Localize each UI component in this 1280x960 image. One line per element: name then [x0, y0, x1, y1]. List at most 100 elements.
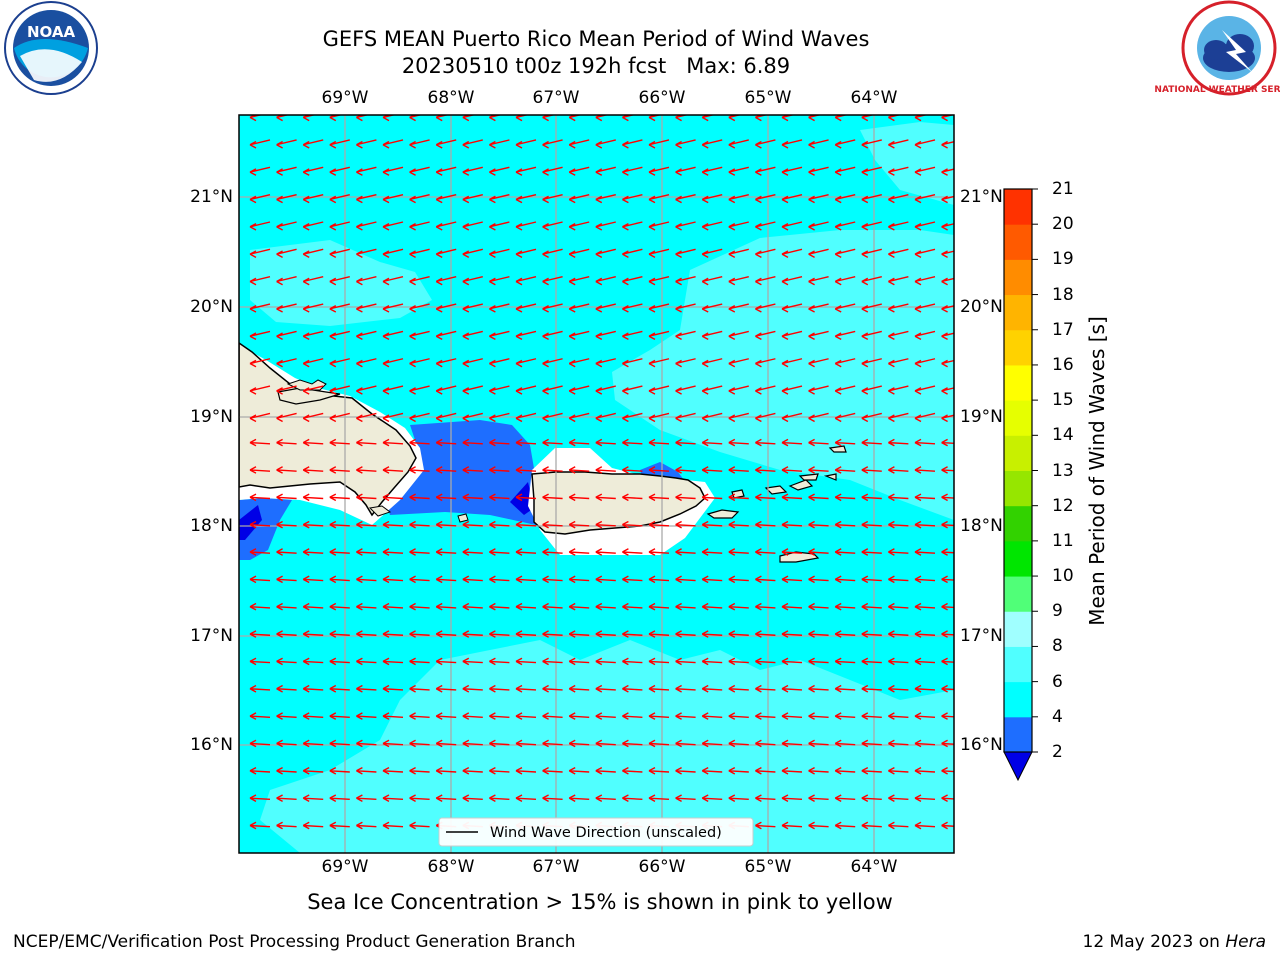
wind-wave-arrow	[701, 139, 723, 149]
wind-wave-arrow	[462, 276, 483, 286]
wind-wave-arrow	[302, 493, 324, 502]
colorbar-tick-label: 8	[1052, 636, 1063, 657]
wind-wave-arrow	[568, 276, 590, 286]
wind-wave-arrow	[542, 794, 563, 802]
wind-wave-arrow	[888, 276, 909, 286]
wind-wave-arrow	[595, 276, 616, 286]
wind-wave-arrow	[542, 575, 563, 584]
wind-wave-arrow	[781, 821, 803, 830]
wind-wave-arrow	[568, 493, 590, 502]
wind-wave-arrow	[701, 794, 723, 802]
wind-wave-arrow	[861, 766, 882, 775]
wind-wave-arrow	[701, 412, 723, 423]
wind-wave-arrow	[249, 438, 271, 447]
wind-wave-arrow	[675, 221, 696, 231]
wind-wave-arrow	[542, 221, 563, 231]
wind-wave-arrow	[701, 385, 723, 395]
wind-wave-arrow	[808, 385, 829, 395]
wind-wave-arrow	[834, 438, 856, 447]
wind-wave-arrow	[542, 684, 563, 693]
wind-wave-arrow	[568, 358, 590, 368]
wind-wave-arrow	[648, 385, 670, 395]
wind-wave-arrow	[914, 115, 928, 122]
lat-label-left-19n: 19°N	[190, 407, 233, 427]
wind-wave-arrow	[568, 115, 583, 122]
wind-wave-arrow	[515, 358, 537, 368]
wind-wave-arrow	[834, 712, 856, 720]
wind-wave-arrow	[329, 166, 350, 176]
wind-wave-arrow	[755, 385, 776, 395]
wind-wave-arrow	[728, 221, 749, 231]
wind-wave-arrow	[329, 630, 350, 638]
wind-wave-arrow	[276, 303, 297, 313]
noaa-logo: NOAA	[4, 1, 98, 95]
wind-wave-arrow	[595, 303, 616, 313]
wind-wave-arrow	[435, 466, 457, 474]
wind-wave-arrow	[808, 602, 829, 611]
wind-wave-arrow	[914, 412, 936, 423]
wind-wave-arrow	[834, 766, 856, 775]
wind-wave-arrow	[356, 139, 377, 149]
wind-wave-arrow	[542, 438, 563, 447]
wind-wave-arrow	[941, 277, 954, 286]
wind-wave-arrow	[861, 221, 882, 231]
wind-wave-arrow	[462, 166, 483, 176]
lat-label-left-21n: 21°N	[190, 187, 233, 207]
wind-wave-arrow	[409, 602, 430, 611]
wind-wave-arrow	[914, 602, 936, 611]
wind-wave-arrow	[914, 248, 936, 258]
wind-wave-arrow	[276, 193, 297, 204]
wind-wave-arrow	[755, 248, 776, 258]
wind-wave-arrow	[568, 466, 590, 474]
wind-wave-arrow	[648, 520, 670, 529]
wind-wave-arrow	[249, 548, 271, 556]
wind-wave-arrow	[515, 438, 537, 447]
wind-wave-arrow	[781, 466, 803, 474]
wind-wave-arrow	[861, 493, 882, 502]
wind-wave-arrow	[515, 794, 537, 802]
wind-wave-arrow	[409, 739, 430, 748]
wind-wave-arrow	[249, 303, 271, 313]
run-date: 12 May 2023 on Hera	[1083, 932, 1267, 952]
wind-wave-arrow	[435, 548, 457, 556]
wind-wave-arrow	[808, 466, 829, 474]
wind-wave-arrow	[648, 493, 670, 502]
colorbar-segment	[1004, 716, 1032, 753]
saona-island	[368, 505, 392, 517]
wind-wave-arrow	[648, 766, 670, 775]
wind-wave-arrow	[888, 766, 909, 775]
wind-wave-arrow	[808, 739, 829, 748]
wind-wave-arrow	[888, 493, 909, 502]
wind-wave-arrow	[941, 168, 954, 176]
wind-wave-arrow	[462, 221, 483, 231]
wind-wave-arrow	[728, 330, 749, 341]
wind-wave-arrow	[622, 657, 643, 666]
wind-wave-arrow	[675, 438, 696, 447]
wind-wave-arrow	[249, 602, 271, 611]
wind-wave-arrow	[675, 684, 696, 693]
wind-wave-arrow	[302, 166, 324, 176]
wind-wave-arrow	[489, 739, 510, 748]
lat-label-right-20n: 20°N	[960, 297, 1003, 317]
wind-wave-arrow	[382, 657, 404, 666]
wind-wave-arrow	[808, 358, 829, 368]
wind-wave-arrow	[595, 684, 616, 693]
wind-wave-arrow	[435, 657, 457, 666]
colorbar-tick-label: 16	[1052, 354, 1074, 375]
wind-wave-arrow	[382, 330, 404, 341]
wind-wave-arrow	[302, 466, 324, 474]
wind-wave-arrow	[249, 412, 271, 423]
wind-wave-arrow	[701, 193, 723, 204]
wind-wave-arrow	[249, 221, 271, 231]
wind-wave-arrow	[302, 438, 324, 447]
colorbar-title: Mean Period of Wind Waves [s]	[1085, 316, 1109, 626]
wind-wave-arrow	[941, 332, 954, 341]
wind-wave-arrow	[595, 602, 616, 611]
wind-wave-arrow	[542, 385, 563, 395]
wind-wave-arrow	[781, 221, 803, 231]
wind-wave-arrow	[622, 766, 643, 775]
wind-wave-arrow	[728, 739, 749, 748]
wind-wave-arrow	[622, 520, 643, 529]
wind-wave-arrow	[382, 602, 404, 611]
wind-wave-arrow	[595, 520, 616, 529]
